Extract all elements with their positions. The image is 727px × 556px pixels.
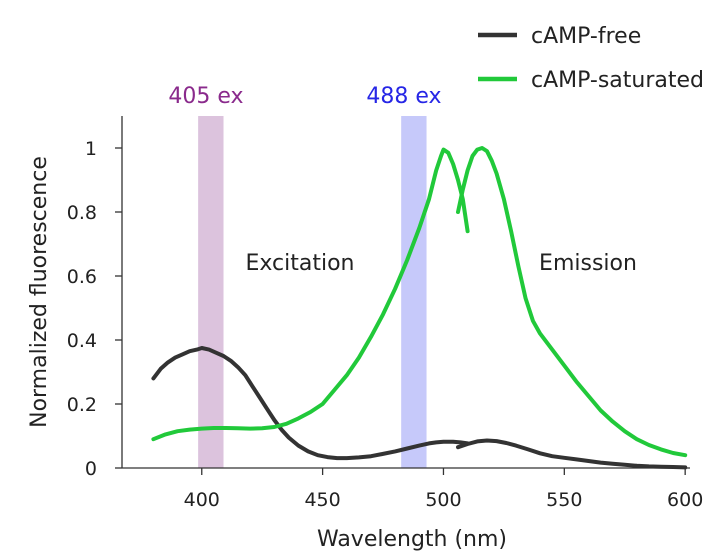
series-line-camp-free-1 (151, 346, 470, 461)
axes (121, 116, 690, 469)
x-tick-label: 600 (667, 489, 703, 511)
y-tick-label: 0.2 (67, 394, 97, 416)
y-tick-label: 0 (85, 458, 97, 480)
x-axis-label: Wavelength (nm) (317, 527, 507, 552)
x-tick-label: 450 (304, 489, 340, 511)
y-tick-label: 0.4 (67, 330, 97, 352)
series-line-camp-saturated-2 (456, 146, 688, 458)
legend-label-camp-saturated: cAMP-saturated (531, 68, 704, 93)
x-tick-label: 500 (425, 489, 461, 511)
legend: cAMP-free cAMP-saturated (478, 24, 704, 93)
series-line-camp-free-2 (456, 438, 688, 470)
band-label-488: 488 ex (366, 84, 441, 109)
y-tick-label: 0.8 (67, 202, 97, 224)
y-tick-label: 1 (85, 138, 97, 160)
x-tick-label: 400 (184, 489, 220, 511)
y-axis-label: Normalized fluorescence (27, 156, 52, 428)
band-488-ex (401, 116, 427, 468)
annotation-emission: Emission (539, 251, 637, 276)
excitation-bands (198, 116, 427, 468)
tick-marks: 400 450 500 550 600 0 0.2 0.4 0.6 0.8 1 (67, 138, 704, 511)
series-line-camp-saturated-1 (151, 147, 470, 442)
y-tick-label: 0.6 (67, 266, 97, 288)
series-lines (151, 146, 688, 470)
band-405-ex (198, 116, 224, 468)
annotation-excitation: Excitation (246, 251, 355, 276)
x-tick-label: 550 (546, 489, 582, 511)
band-label-405: 405 ex (168, 84, 243, 109)
legend-label-camp-free: cAMP-free (531, 24, 641, 49)
